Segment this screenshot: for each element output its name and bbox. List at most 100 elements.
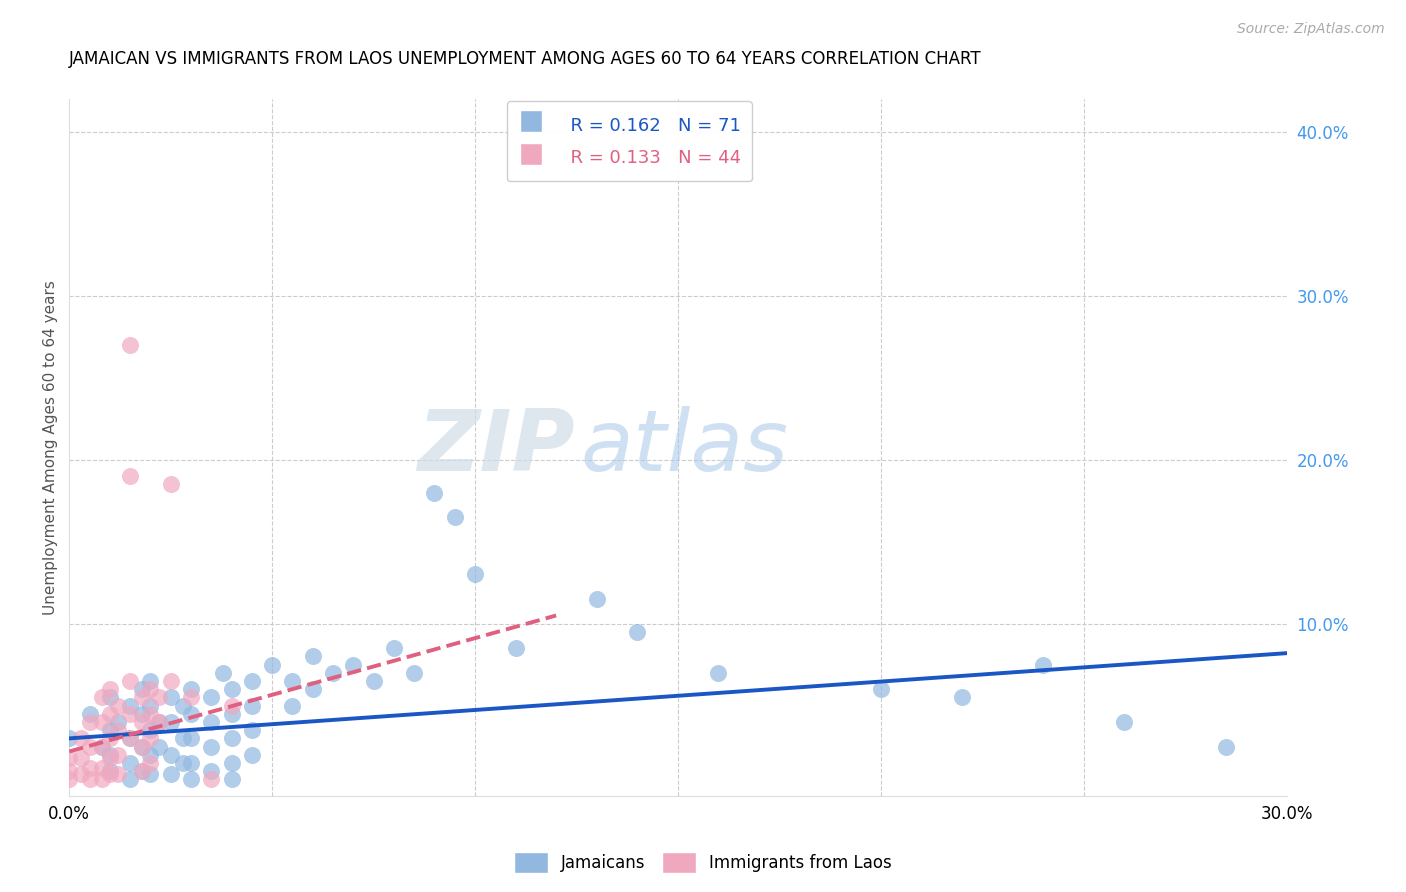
Point [148,714,170,729]
Point [200,772,222,787]
Point [131,706,153,721]
Point [180,682,202,697]
Point [79,706,101,721]
Point [131,764,153,779]
Point [131,739,153,754]
Point [180,731,202,746]
Point [159,714,181,729]
Point [585,592,607,607]
Point [120,731,142,746]
Point [172,698,194,713]
Point [262,657,284,672]
Point [221,731,243,746]
Point [212,665,235,680]
Point [107,747,129,762]
Point [70,751,93,765]
Point [120,673,142,688]
Point [159,747,181,762]
Point [107,698,129,713]
Point [120,756,142,770]
Point [1032,657,1054,672]
Point [120,469,142,483]
Point [107,767,129,781]
Point [131,690,153,705]
Point [404,665,426,680]
Point [200,739,222,754]
Point [240,723,263,738]
Point [90,739,112,754]
Point [180,690,202,705]
Point [626,624,648,639]
Point [148,690,170,705]
Point [172,756,194,770]
Point [98,706,121,721]
Point [221,682,243,697]
Point [58,731,80,746]
Point [159,477,181,491]
Text: JAMAICAN VS IMMIGRANTS FROM LAOS UNEMPLOYMENT AMONG AGES 60 TO 64 YEARS CORRELAT: JAMAICAN VS IMMIGRANTS FROM LAOS UNEMPLO… [69,50,981,69]
Point [382,641,405,656]
Point [950,690,973,705]
Point [1114,714,1136,729]
Point [79,772,101,787]
Point [139,698,162,713]
Point [107,714,129,729]
Point [139,723,162,738]
Point [342,657,364,672]
Point [131,682,153,697]
Point [139,682,162,697]
Point [869,682,891,697]
Point [139,747,162,762]
Point [443,510,465,524]
Point [180,706,202,721]
Text: Source: ZipAtlas.com: Source: ZipAtlas.com [1237,22,1385,37]
Point [281,698,304,713]
Point [79,761,101,775]
Point [180,756,202,770]
Point [131,714,153,729]
Point [423,485,446,500]
Point [240,673,263,688]
Point [120,338,142,352]
Point [79,714,101,729]
Point [79,739,101,754]
Point [70,767,93,781]
Point [159,690,181,705]
Point [98,747,121,762]
Point [120,772,142,787]
Point [707,665,730,680]
Point [221,706,243,721]
Point [131,764,153,779]
Point [98,723,121,738]
Point [120,698,142,713]
Point [240,747,263,762]
Point [200,714,222,729]
Point [90,739,112,754]
Legend:   R = 0.162   N = 71,   R = 0.133   N = 44: R = 0.162 N = 71, R = 0.133 N = 44 [506,101,752,181]
Point [98,764,121,779]
Point [90,761,112,775]
Point [139,706,162,721]
Point [58,764,80,779]
Point [131,739,153,754]
Point [98,731,121,746]
Point [159,673,181,688]
Point [90,714,112,729]
Point [98,767,121,781]
Point [120,731,142,746]
Point [159,767,181,781]
Point [98,751,121,765]
Point [90,772,112,787]
Point [281,673,304,688]
Point [301,649,323,664]
Point [322,665,344,680]
Point [58,751,80,765]
Point [240,698,263,713]
Point [200,764,222,779]
Point [221,756,243,770]
Point [90,690,112,705]
Point [139,731,162,746]
Point [464,567,486,582]
Point [120,706,142,721]
Y-axis label: Unemployment Among Ages 60 to 64 years: Unemployment Among Ages 60 to 64 years [44,280,58,615]
